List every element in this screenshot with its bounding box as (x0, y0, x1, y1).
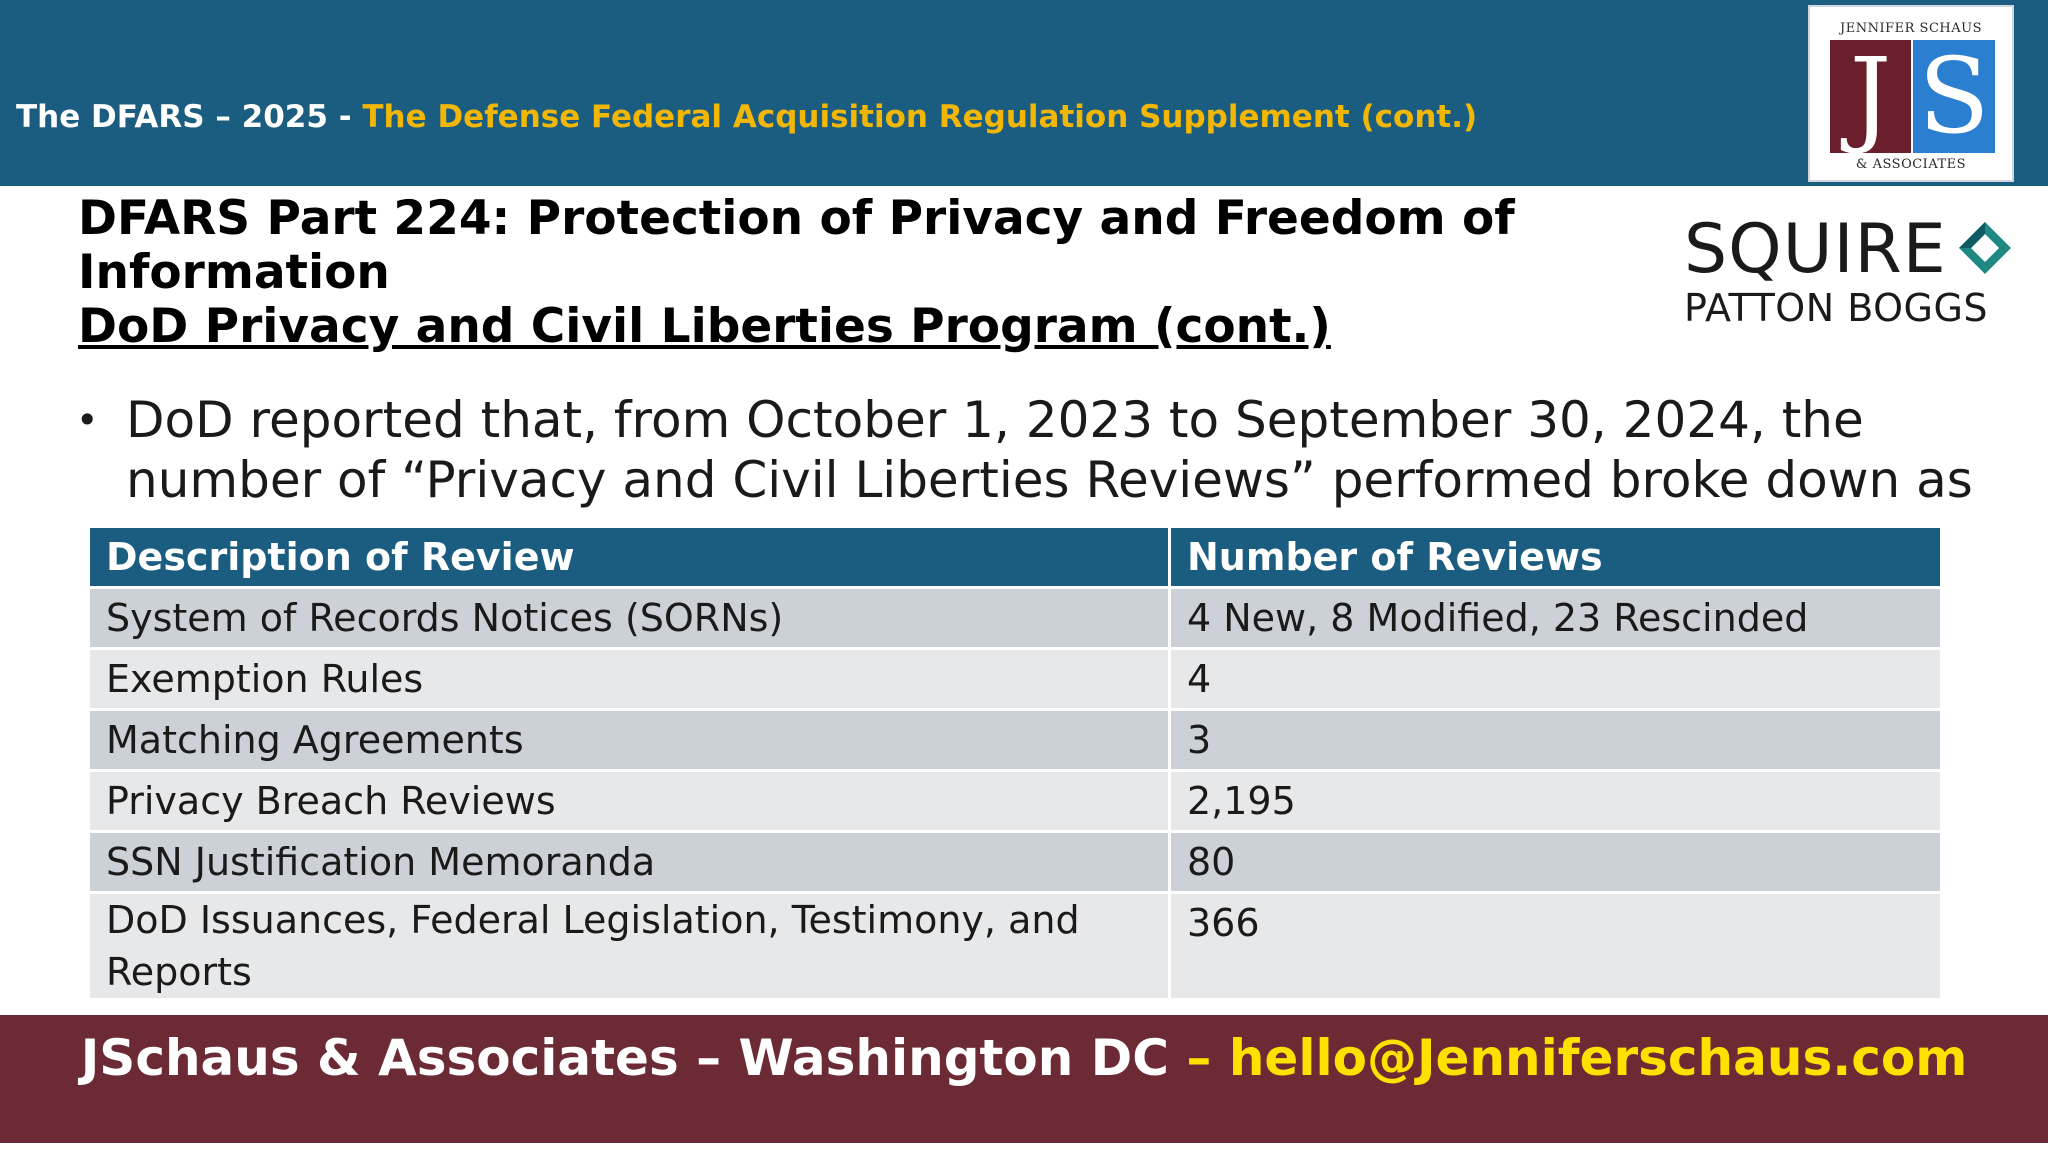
table-row: Exemption Rules 4 (87, 647, 1943, 711)
heading-program-title: DoD Privacy and Civil Liberties Program … (78, 299, 1331, 354)
footer-email: – hello@Jenniferschaus.com (1186, 1029, 1968, 1087)
review-description: Privacy Breach Reviews (87, 769, 1171, 833)
review-description: System of Records Notices (SORNs) (87, 586, 1171, 650)
header-divider (62, 186, 1628, 200)
column-header-description: Description of Review (87, 525, 1171, 589)
footer-bar: JSchaus & Associates – Washington DC – h… (0, 1015, 2048, 1143)
footer-text: JSchaus & Associates – Washington DC – h… (0, 1029, 2048, 1087)
logo-top-text: JENNIFER SCHAUS (1840, 21, 1982, 36)
logo-letter-s: S (1913, 40, 1995, 153)
review-count: 4 New, 8 Modified, 23 Rescinded (1168, 586, 1943, 650)
heading-part-title: DFARS Part 224: Protection of Privacy an… (78, 191, 1515, 300)
review-count: 80 (1168, 830, 1943, 894)
squire-patton-boggs-logo: SQUIRE PATTON BOGGS (1684, 210, 2019, 340)
table-row: Privacy Breach Reviews 2,195 (87, 769, 1943, 833)
review-description: Matching Agreements (87, 708, 1171, 772)
squire-logo-line1: SQUIRE (1684, 210, 1947, 289)
review-count: 366 (1168, 891, 1943, 1001)
reviews-table: Description of Review Number of Reviews … (87, 525, 1943, 1001)
title-accent: The Defense Federal Acquisition Regulati… (362, 99, 1478, 135)
column-header-count: Number of Reviews (1168, 525, 1943, 589)
slide-heading: DFARS Part 224: Protection of Privacy an… (78, 192, 1638, 354)
title-prefix: The DFARS – 2025 - (16, 99, 352, 135)
header-bar: The DFARS – 2025 - The Defense Federal A… (0, 0, 2048, 186)
table-row: System of Records Notices (SORNs) 4 New,… (87, 586, 1943, 650)
slide-title: The DFARS – 2025 - The Defense Federal A… (16, 99, 1477, 135)
squire-logo-line2: PATTON BOGGS (1684, 286, 1989, 330)
jschaus-logo: JENNIFER SCHAUS J S & ASSOCIATES (1808, 5, 2014, 182)
review-description: SSN Justification Memoranda (87, 830, 1171, 894)
table-row: SSN Justification Memoranda 80 (87, 830, 1943, 894)
footer-company: JSchaus & Associates – Washington DC (80, 1029, 1169, 1087)
table-header-row: Description of Review Number of Reviews (87, 525, 1943, 589)
logo-bottom-text: & ASSOCIATES (1855, 157, 1967, 172)
table-row: DoD Issuances, Federal Legislation, Test… (87, 891, 1943, 1001)
review-description: Exemption Rules (87, 647, 1171, 711)
logo-letter-j: J (1830, 40, 1911, 153)
table-row: Matching Agreements 3 (87, 708, 1943, 772)
review-count: 2,195 (1168, 769, 1943, 833)
bullet-marker: • (76, 398, 99, 442)
squire-mark-icon (1959, 222, 2011, 274)
bullet-text: DoD reported that, from October 1, 2023 … (126, 391, 1973, 509)
review-count: 3 (1168, 708, 1943, 772)
review-description: DoD Issuances, Federal Legislation, Test… (87, 891, 1171, 1001)
review-count: 4 (1168, 647, 1943, 711)
